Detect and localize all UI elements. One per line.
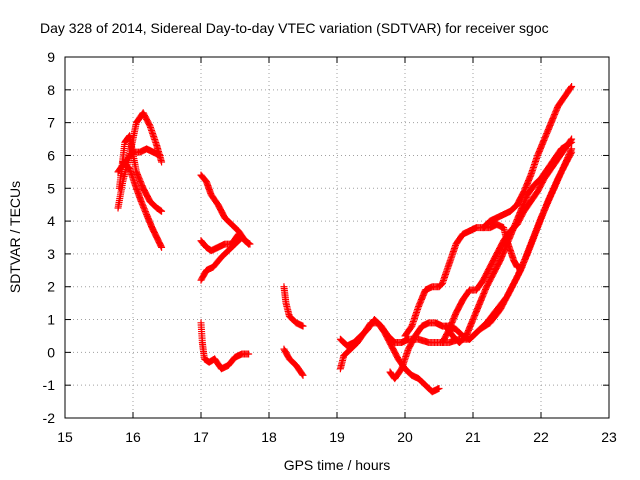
data-point bbox=[245, 350, 253, 358]
y-tick-label: 2 bbox=[47, 279, 55, 295]
y-tick-label: -1 bbox=[43, 377, 56, 393]
x-tick-label: 18 bbox=[261, 429, 277, 445]
y-tick-label: 5 bbox=[47, 180, 55, 196]
series-track-f bbox=[197, 230, 242, 255]
data-point bbox=[531, 231, 539, 239]
data-point bbox=[535, 221, 543, 229]
data-point bbox=[299, 371, 307, 379]
data-point bbox=[538, 213, 546, 221]
y-tick-label: 9 bbox=[47, 49, 55, 65]
data-point bbox=[525, 247, 533, 255]
data-points bbox=[114, 83, 576, 396]
data-point bbox=[528, 239, 536, 247]
y-tick-label: 7 bbox=[47, 115, 55, 131]
x-tick-label: 19 bbox=[329, 429, 345, 445]
x-tick-label: 15 bbox=[57, 429, 73, 445]
series-track-h bbox=[197, 319, 253, 373]
grid bbox=[65, 57, 609, 418]
x-tick-labels: 15 16 17 18 19 20 21 22 23 bbox=[57, 429, 617, 445]
y-tick-labels: -2 -1 0 1 2 3 4 5 6 7 8 9 bbox=[43, 49, 56, 426]
data-point bbox=[435, 384, 443, 392]
x-tick-label: 23 bbox=[601, 429, 617, 445]
data-point bbox=[541, 205, 549, 213]
data-point bbox=[158, 243, 166, 251]
data-point bbox=[523, 251, 531, 259]
series-track-q bbox=[479, 220, 526, 271]
data-point bbox=[540, 208, 548, 216]
data-point bbox=[532, 228, 540, 236]
x-tick-label: 21 bbox=[465, 429, 481, 445]
series-track-m bbox=[386, 148, 576, 383]
series-track-e bbox=[197, 171, 254, 248]
data-point bbox=[537, 216, 545, 224]
y-tick-label: 8 bbox=[47, 82, 55, 98]
data-point bbox=[156, 151, 164, 159]
y-tick-label: 0 bbox=[47, 344, 55, 360]
data-point bbox=[245, 240, 253, 248]
data-point bbox=[568, 138, 576, 146]
x-tick-label: 17 bbox=[193, 429, 209, 445]
y-tick-label: 4 bbox=[47, 213, 55, 229]
x-tick-label: 20 bbox=[397, 429, 413, 445]
data-point bbox=[389, 337, 397, 345]
axis-ticks bbox=[64, 56, 610, 419]
y-tick-label: 3 bbox=[47, 246, 55, 262]
data-point bbox=[567, 139, 575, 147]
data-point bbox=[567, 84, 575, 92]
data-point bbox=[234, 231, 242, 239]
y-tick-label: 1 bbox=[47, 312, 55, 328]
y-axis-label: SDTVAR / TECUs bbox=[7, 181, 23, 293]
y-tick-label: 6 bbox=[47, 147, 55, 163]
data-point bbox=[298, 370, 306, 378]
series-track-k bbox=[336, 319, 443, 396]
data-point bbox=[243, 238, 251, 246]
data-point bbox=[244, 239, 252, 247]
data-point bbox=[543, 200, 551, 208]
series-track-g bbox=[197, 234, 253, 284]
data-point bbox=[567, 149, 575, 157]
data-point bbox=[534, 224, 542, 232]
data-point bbox=[299, 322, 307, 330]
data-point bbox=[158, 158, 166, 166]
y-tick-label: -2 bbox=[43, 410, 56, 426]
series-track-i bbox=[280, 283, 307, 330]
series-track-d bbox=[119, 158, 166, 251]
data-point bbox=[568, 83, 576, 91]
x-axis-label: GPS time / hours bbox=[284, 457, 391, 473]
x-tick-label: 22 bbox=[533, 429, 549, 445]
data-point bbox=[526, 244, 534, 252]
data-point bbox=[518, 263, 526, 271]
data-point bbox=[234, 230, 242, 238]
chart-title: Day 328 of 2014, Sidereal Day-to-day VTE… bbox=[40, 20, 549, 36]
series-track-n bbox=[401, 83, 576, 340]
x-tick-label: 16 bbox=[125, 429, 141, 445]
series-track-j bbox=[280, 345, 307, 379]
data-point bbox=[158, 207, 166, 215]
data-point bbox=[568, 148, 576, 156]
data-point bbox=[529, 236, 537, 244]
